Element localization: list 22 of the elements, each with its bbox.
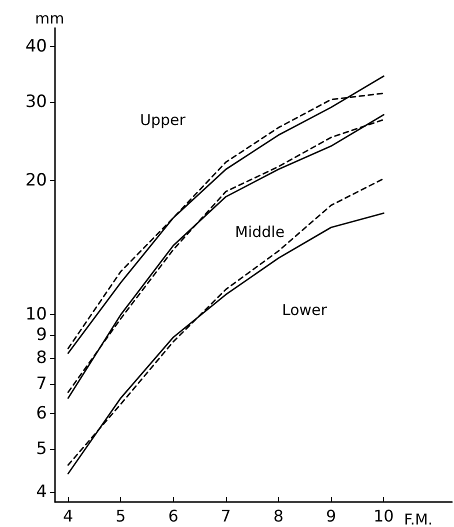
y-tick-label: 8 — [36, 348, 47, 368]
x-tick-label: 4 — [63, 506, 74, 526]
y-tick-label: 20 — [25, 170, 47, 191]
x-tick-label: 10 — [373, 506, 394, 526]
y-tick-label: 6 — [36, 404, 47, 424]
y-tick-label: 5 — [36, 438, 47, 459]
x-tick-label: 7 — [220, 506, 231, 526]
y-tick-label: 4 — [36, 482, 47, 502]
x-tick-label: 6 — [168, 506, 178, 526]
x-tick-label: 8 — [273, 506, 284, 526]
y-tick-label: 30 — [25, 92, 47, 112]
x-tick-label: 9 — [326, 506, 336, 526]
annotation: Lower — [282, 301, 328, 319]
y-tick-label: 7 — [36, 374, 47, 394]
annotation: Middle — [235, 223, 285, 241]
x-axis-title: F.M. — [404, 510, 433, 527]
x-tick-label: 5 — [116, 506, 126, 526]
y-tick-label: 9 — [36, 325, 47, 346]
y-tick-label: 40 — [25, 36, 47, 56]
annotation: Upper — [140, 111, 186, 129]
y-tick-label: 10 — [25, 304, 47, 325]
y-axis-title: mm — [35, 10, 64, 28]
